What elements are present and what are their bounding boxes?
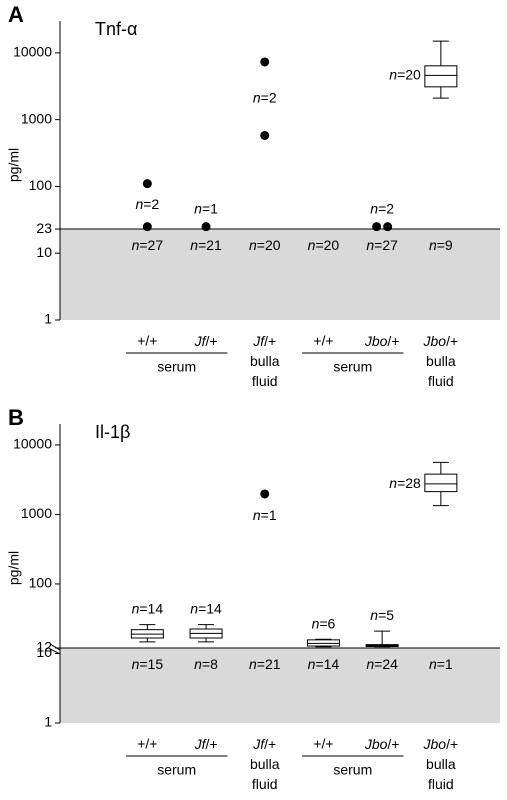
box	[424, 473, 458, 493]
group-label: serum	[333, 762, 372, 778]
y-tick-label: 1000	[21, 110, 52, 126]
n-label: n=1	[253, 507, 277, 523]
y-tick-label: 100	[29, 177, 53, 193]
y-tick-label: 12	[36, 639, 52, 655]
y-tick-label: 23	[36, 220, 52, 236]
y-tick-label: 10	[36, 244, 52, 260]
n-label: n=2	[135, 196, 159, 212]
data-point	[260, 130, 270, 140]
group-label: bulla fluid	[250, 756, 280, 792]
n-label: n=14	[132, 600, 164, 616]
y-tick-label: 10000	[13, 44, 52, 60]
n-label: n=9	[429, 237, 453, 253]
y-tick-label: 1	[44, 714, 52, 730]
n-label: n=14	[308, 656, 340, 672]
group-label: serum	[157, 359, 196, 375]
panel-label: B	[8, 405, 24, 430]
group-label: bulla fluid	[250, 353, 280, 389]
below-detection-area	[60, 229, 500, 320]
n-label: n=21	[190, 237, 222, 253]
n-label: n=5	[370, 607, 394, 623]
n-label: n=20	[249, 237, 281, 253]
n-label: n=28	[389, 475, 421, 491]
y-tick-label: 10000	[13, 436, 52, 452]
panel-label: A	[8, 2, 24, 27]
x-tick-label: Jf/+	[194, 736, 218, 752]
axis-break	[49, 643, 61, 655]
y-axis-label: pg/ml	[6, 148, 22, 182]
data-point	[260, 57, 270, 67]
chart-title: Il-1β	[95, 422, 130, 442]
x-tick-label: Jf/+	[194, 333, 218, 349]
n-label: n=27	[132, 237, 164, 253]
data-point	[383, 222, 393, 232]
group-label: serum	[333, 359, 372, 375]
data-point	[201, 222, 211, 232]
group-label: serum	[157, 762, 196, 778]
x-tick-label: +/+	[313, 736, 333, 752]
n-label: n=21	[249, 656, 281, 672]
n-label: n=2	[253, 89, 277, 105]
x-tick-label: Jf/+	[252, 736, 276, 752]
x-tick-label: +/+	[137, 333, 157, 349]
x-tick-label: Jbo/+	[364, 736, 400, 752]
n-label: n=1	[194, 200, 218, 216]
x-tick-label: Jf/+	[252, 333, 276, 349]
n-label: n=2	[370, 200, 394, 216]
data-point	[142, 222, 152, 232]
y-tick-label: 1000	[21, 505, 52, 521]
n-label: n=24	[366, 656, 398, 672]
y-tick-label: 1	[44, 311, 52, 327]
x-tick-label: Jbo/+	[423, 736, 459, 752]
n-label: n=20	[389, 66, 421, 82]
y-tick-label: 100	[29, 575, 53, 591]
data-point	[372, 222, 382, 232]
group-label: bulla fluid	[426, 353, 456, 389]
y-tick-label: 10	[36, 644, 52, 660]
group-label: bulla fluid	[426, 756, 456, 792]
x-tick-label: Jbo/+	[364, 333, 400, 349]
y-axis-label: pg/ml	[6, 551, 22, 585]
x-tick-label: Jbo/+	[423, 333, 459, 349]
below-detection-area	[60, 647, 500, 723]
x-tick-label: +/+	[313, 333, 333, 349]
x-tick-label: +/+	[137, 736, 157, 752]
data-point	[142, 179, 152, 189]
box	[424, 65, 458, 88]
data-point	[260, 489, 270, 499]
n-label: n=1	[429, 656, 453, 672]
n-label: n=27	[366, 237, 398, 253]
n-label: n=8	[194, 656, 218, 672]
n-label: n=15	[132, 656, 164, 672]
chart-title: Tnf-α	[95, 19, 137, 39]
n-label: n=20	[308, 237, 340, 253]
n-label: n=6	[312, 615, 336, 631]
n-label: n=14	[190, 600, 222, 616]
